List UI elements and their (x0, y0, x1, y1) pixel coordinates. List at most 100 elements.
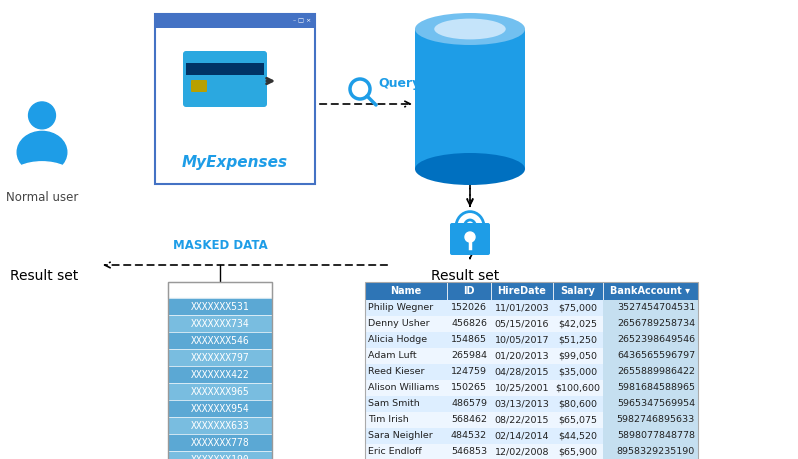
Text: Normal user: Normal user (6, 191, 78, 204)
Bar (168, 332, 272, 349)
Text: – □ ×: – □ × (293, 18, 311, 23)
Text: $44,520: $44,520 (559, 431, 598, 441)
Bar (365, 396, 447, 412)
Ellipse shape (12, 162, 73, 190)
Text: 08/22/2015: 08/22/2015 (495, 415, 549, 425)
Bar (491, 316, 553, 332)
FancyBboxPatch shape (450, 223, 490, 255)
Text: 01/20/2013: 01/20/2013 (495, 352, 549, 360)
Text: XXXXXXX531: XXXXXXX531 (191, 302, 249, 312)
Text: 12/02/2008: 12/02/2008 (495, 448, 549, 457)
Bar (447, 380, 491, 396)
Bar (365, 364, 447, 380)
Bar (603, 348, 698, 364)
Bar (447, 396, 491, 412)
Bar (186, 63, 264, 75)
Bar (491, 282, 553, 300)
Text: 6436565596797: 6436565596797 (617, 352, 695, 360)
Text: 02/14/2014: 02/14/2014 (495, 431, 549, 441)
Text: Adam Luft: Adam Luft (368, 352, 417, 360)
Text: $42,025: $42,025 (559, 319, 598, 329)
Bar (491, 380, 553, 396)
Bar (447, 316, 491, 332)
Text: XXXXXXX797: XXXXXXX797 (191, 353, 249, 363)
Text: 150265: 150265 (451, 384, 487, 392)
Text: $80,600: $80,600 (559, 399, 598, 409)
Text: $51,250: $51,250 (559, 336, 598, 345)
Text: XXXXXXX633: XXXXXXX633 (191, 421, 249, 431)
Bar (365, 282, 698, 459)
Bar (553, 412, 603, 428)
Text: Reed Kieser: Reed Kieser (368, 368, 425, 376)
Text: 484532: 484532 (451, 431, 487, 441)
Text: $65,900: $65,900 (559, 448, 598, 457)
Text: 2652398649546: 2652398649546 (617, 336, 695, 345)
Bar (603, 316, 698, 332)
Bar (553, 332, 603, 348)
Bar (447, 412, 491, 428)
Bar (491, 396, 553, 412)
Bar (447, 348, 491, 364)
Text: 5965347569954: 5965347569954 (617, 399, 695, 409)
Text: 2656789258734: 2656789258734 (617, 319, 695, 329)
Text: XXXXXXX422: XXXXXXX422 (191, 370, 249, 380)
Text: 152026: 152026 (451, 303, 487, 313)
Circle shape (29, 102, 55, 129)
Bar (168, 417, 272, 434)
Bar (168, 434, 272, 451)
Bar (447, 364, 491, 380)
Text: BankAccount ▾: BankAccount ▾ (610, 286, 690, 296)
Ellipse shape (434, 19, 506, 39)
Bar (491, 332, 553, 348)
Bar (155, 14, 315, 28)
Bar (603, 282, 698, 300)
Text: 568462: 568462 (451, 415, 487, 425)
Text: 5981684588965: 5981684588965 (617, 384, 695, 392)
Bar (553, 282, 603, 300)
Text: 3527454704531: 3527454704531 (617, 303, 695, 313)
Text: XXXXXXX954: XXXXXXX954 (191, 404, 249, 414)
Bar (491, 444, 553, 459)
Bar (603, 380, 698, 396)
Bar (553, 380, 603, 396)
Bar (603, 300, 698, 316)
Text: Alison Williams: Alison Williams (368, 384, 439, 392)
Bar (603, 332, 698, 348)
Bar (155, 14, 315, 184)
Bar (365, 380, 447, 396)
Text: MASKED DATA: MASKED DATA (172, 239, 267, 252)
Text: $35,000: $35,000 (559, 368, 598, 376)
Text: 5982746895633: 5982746895633 (617, 415, 695, 425)
Bar (365, 316, 447, 332)
Bar (553, 396, 603, 412)
Bar (365, 348, 447, 364)
Bar (603, 412, 698, 428)
Text: 456826: 456826 (451, 319, 487, 329)
Bar (168, 349, 272, 366)
Bar (603, 428, 698, 444)
Bar (603, 444, 698, 459)
Text: Sara Neighler: Sara Neighler (368, 431, 433, 441)
Text: 10/05/2017: 10/05/2017 (495, 336, 549, 345)
Bar (365, 428, 447, 444)
Bar (447, 282, 491, 300)
Text: 154865: 154865 (451, 336, 487, 345)
Text: ID: ID (464, 286, 475, 296)
Bar (447, 332, 491, 348)
Text: Denny Usher: Denny Usher (368, 319, 429, 329)
Bar (168, 315, 272, 332)
Text: Result set: Result set (431, 269, 499, 283)
Bar (447, 428, 491, 444)
Text: $65,075: $65,075 (559, 415, 598, 425)
Bar (168, 383, 272, 400)
Ellipse shape (18, 131, 67, 173)
Text: Query: Query (378, 78, 421, 90)
FancyBboxPatch shape (183, 51, 267, 107)
Text: $75,000: $75,000 (559, 303, 598, 313)
Text: 11/01/2003: 11/01/2003 (495, 303, 549, 313)
Bar (168, 366, 272, 383)
Bar (491, 428, 553, 444)
Bar (553, 428, 603, 444)
Text: 5898077848778: 5898077848778 (617, 431, 695, 441)
Text: $99,050: $99,050 (559, 352, 598, 360)
